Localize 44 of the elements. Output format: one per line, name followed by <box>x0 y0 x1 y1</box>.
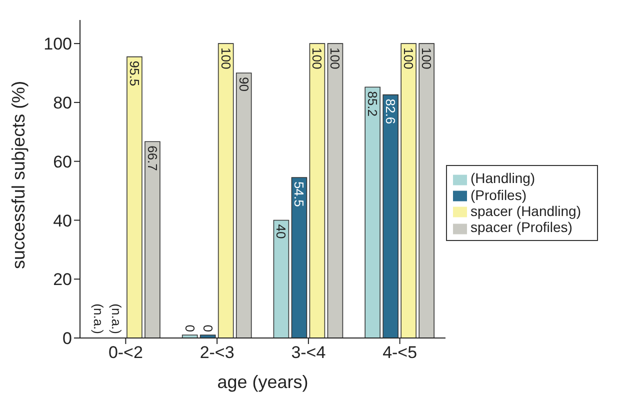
bar <box>236 72 252 338</box>
data-label: 82.6 <box>383 98 398 124</box>
bar <box>218 43 234 338</box>
bar <box>126 56 142 338</box>
bar <box>327 43 344 338</box>
y-tick-label: 20 <box>53 270 72 290</box>
x-axis-title: age (years) <box>217 372 308 392</box>
legend-label: spacer (Profiles) <box>470 219 572 236</box>
data-label: 95.5 <box>126 60 142 86</box>
legend-label: spacer (Handling) <box>470 203 581 219</box>
data-label: 0 <box>200 324 216 332</box>
bar <box>418 43 434 338</box>
text: (n.a.) <box>90 304 106 334</box>
data-label: 85.2 <box>365 91 380 116</box>
data-label: 100 <box>218 48 234 70</box>
x-tick-label: 3-<4 <box>291 343 326 362</box>
bar <box>144 141 160 338</box>
data-label: 66.7 <box>144 146 160 171</box>
data-label: 100 <box>328 48 343 70</box>
y-tick-label: 60 <box>53 152 72 172</box>
bar <box>291 177 308 338</box>
x-tick-label: 4-<5 <box>382 343 418 362</box>
bar <box>273 220 290 338</box>
x-tick-label: 2-<3 <box>200 343 234 362</box>
x-tick-label: 0-<2 <box>108 343 143 362</box>
legend-label: (Handling) <box>470 170 536 186</box>
data-label: 54.5 <box>292 182 307 207</box>
data-label: 100 <box>419 48 434 70</box>
bar <box>309 43 326 338</box>
data-label: 90 <box>236 77 252 92</box>
data-label: 100 <box>310 48 325 70</box>
bar <box>364 86 380 338</box>
bar <box>382 94 398 338</box>
legend-label: (Profiles) <box>470 186 527 203</box>
y-axis-title: successful subjects (%) <box>8 80 28 269</box>
y-tick-label: 40 <box>53 211 72 230</box>
bar <box>400 43 416 338</box>
data-label: 100 <box>401 48 416 70</box>
y-tick-label: 80 <box>53 93 72 112</box>
data-label: 40 <box>274 224 289 239</box>
y-tick-label: 100 <box>44 34 72 54</box>
text: (n.a.) <box>108 304 124 334</box>
data-label: 0 <box>182 324 198 332</box>
y-tick-label: 0 <box>62 329 72 348</box>
